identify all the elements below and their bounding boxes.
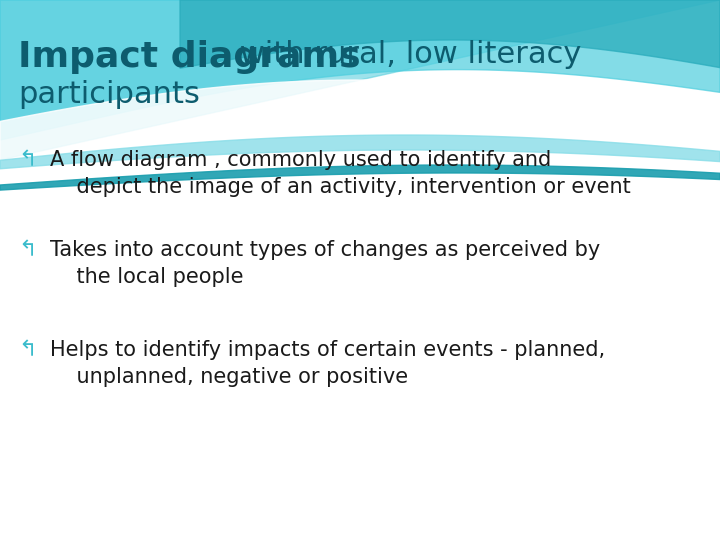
Text: with rural, low literacy: with rural, low literacy: [230, 40, 581, 69]
Text: ↰: ↰: [18, 240, 37, 260]
Polygon shape: [0, 0, 720, 160]
Text: Helps to identify impacts of certain events - planned,
    unplanned, negative o: Helps to identify impacts of certain eve…: [50, 340, 605, 387]
Text: Takes into account types of changes as perceived by
    the local people: Takes into account types of changes as p…: [50, 240, 600, 287]
Text: A flow diagram , commonly used to identify and
    depict the image of an activi: A flow diagram , commonly used to identi…: [50, 150, 631, 197]
Text: ↰: ↰: [18, 150, 37, 170]
Polygon shape: [0, 80, 720, 180]
Text: ↰: ↰: [18, 340, 37, 360]
Polygon shape: [0, 0, 720, 140]
Polygon shape: [0, 135, 720, 169]
Text: Impact diagrams: Impact diagrams: [18, 40, 361, 74]
Polygon shape: [0, 165, 720, 190]
Text: participants: participants: [18, 80, 200, 109]
Polygon shape: [180, 0, 720, 68]
Polygon shape: [0, 195, 720, 540]
